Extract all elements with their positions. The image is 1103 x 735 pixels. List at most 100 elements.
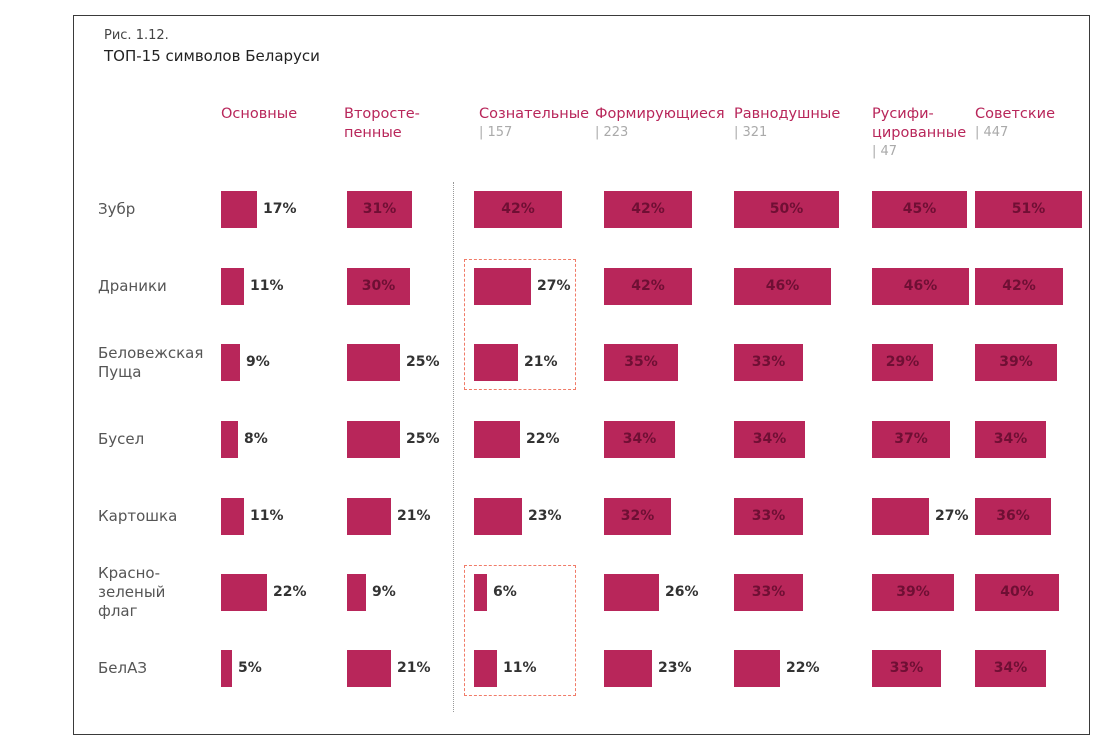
column-sample-size: | 321	[734, 125, 768, 140]
bar	[474, 650, 497, 687]
row-label: Красно-зеленый флаг	[98, 564, 166, 620]
bar	[604, 191, 692, 228]
bar	[347, 344, 400, 381]
row-label: Драники	[98, 277, 167, 295]
data-label: 30%	[361, 278, 396, 294]
bar	[734, 498, 803, 535]
bar	[734, 191, 839, 228]
bar	[734, 650, 780, 687]
bar	[474, 191, 562, 228]
bar	[975, 574, 1059, 611]
data-label: 33%	[751, 508, 786, 524]
bar	[604, 344, 678, 381]
bar	[975, 498, 1051, 535]
bar	[872, 574, 954, 611]
column-sample-size: | 223	[595, 125, 629, 140]
data-label: 45%	[902, 201, 937, 217]
data-label: 21%	[397, 508, 431, 524]
data-label: 42%	[631, 278, 665, 294]
bar	[221, 498, 244, 535]
bar	[221, 574, 267, 611]
bar	[872, 498, 929, 535]
data-label: 22%	[786, 660, 820, 676]
bar	[604, 421, 675, 458]
data-label: 42%	[631, 201, 665, 217]
data-label: 34%	[752, 431, 787, 447]
bar	[872, 191, 967, 228]
bar	[474, 498, 522, 535]
bar	[734, 268, 831, 305]
data-label: 9%	[246, 354, 270, 370]
data-label: 46%	[765, 278, 800, 294]
highlight-box	[464, 565, 576, 696]
data-label: 9%	[372, 584, 396, 600]
bar	[474, 268, 531, 305]
row-label: Бусел	[98, 430, 145, 448]
bar	[734, 421, 805, 458]
bar	[975, 191, 1082, 228]
bar	[975, 268, 1063, 305]
bar	[872, 344, 933, 381]
data-label: 25%	[406, 431, 440, 447]
column-sample-size: | 47	[872, 144, 898, 159]
bar	[604, 574, 659, 611]
bar	[604, 268, 692, 305]
bar	[474, 421, 520, 458]
bar	[975, 650, 1046, 687]
bar	[347, 650, 391, 687]
bar	[975, 421, 1046, 458]
data-label: 11%	[250, 278, 284, 294]
row-label: БелАЗ	[98, 659, 147, 677]
bar	[872, 421, 950, 458]
data-label: 31%	[362, 201, 397, 217]
column-header: Формирующиеся	[595, 106, 725, 122]
column-header: Советские	[975, 106, 1055, 122]
bar	[734, 574, 803, 611]
data-label: 5%	[238, 660, 262, 676]
data-label: 27%	[935, 508, 969, 524]
bar	[872, 650, 941, 687]
bar	[347, 421, 400, 458]
column-divider	[453, 182, 454, 712]
data-label: 32%	[620, 508, 655, 524]
data-label: 40%	[1000, 584, 1034, 600]
highlight-box	[464, 259, 576, 390]
column-header: Основные	[221, 106, 298, 122]
data-label: 34%	[993, 660, 1028, 676]
data-label: 8%	[244, 431, 268, 447]
data-label: 33%	[751, 584, 786, 600]
data-label: 29%	[885, 354, 920, 370]
figure-title: ТОП-15 символов Беларуси	[104, 47, 320, 65]
bar	[347, 498, 391, 535]
data-label: 22%	[273, 584, 307, 600]
data-label: 6%	[493, 584, 517, 600]
data-label: 33%	[751, 354, 786, 370]
bar	[221, 650, 232, 687]
row-label: Зубр	[98, 200, 136, 218]
column-header: Второсте-пенные	[344, 106, 420, 141]
data-label: 39%	[999, 354, 1033, 370]
data-label: 35%	[624, 354, 658, 370]
bar	[221, 191, 257, 228]
bar	[474, 344, 518, 381]
column-header: Русифи-цированные	[872, 106, 967, 141]
data-label: 50%	[769, 201, 804, 217]
bar	[734, 344, 803, 381]
data-label: 23%	[528, 508, 562, 524]
data-label: 27%	[537, 278, 571, 294]
data-label: 11%	[250, 508, 284, 524]
figure-number: Рис. 1.12.	[104, 28, 169, 43]
bar	[221, 344, 240, 381]
data-label: 11%	[503, 660, 537, 676]
row-label: Картошка	[98, 507, 178, 525]
data-label: 33%	[889, 660, 924, 676]
data-label: 36%	[996, 508, 1030, 524]
data-label: 26%	[665, 584, 699, 600]
data-label: 34%	[622, 431, 657, 447]
column-sample-size: | 447	[975, 125, 1009, 140]
data-label: 23%	[658, 660, 692, 676]
data-label: 34%	[993, 431, 1028, 447]
column-header: Равнодушные	[734, 106, 841, 122]
data-label: 22%	[526, 431, 560, 447]
data-label: 42%	[1002, 278, 1036, 294]
